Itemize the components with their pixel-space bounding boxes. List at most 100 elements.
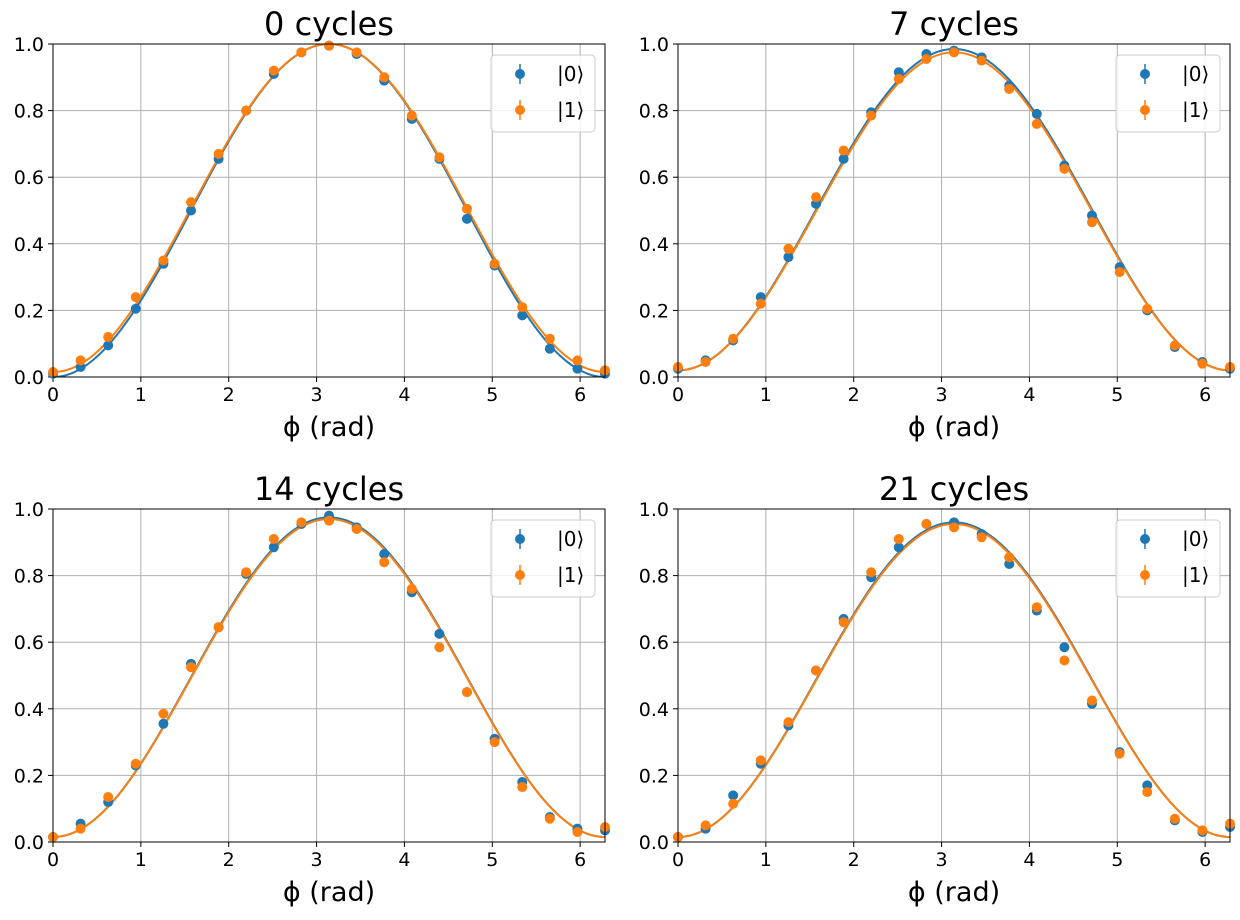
x-tick-label: 4 [1023,849,1035,871]
y-tick-label: 0.6 [14,167,44,189]
x-tick-label: 6 [574,849,586,871]
data-point [103,792,114,803]
data-point [893,73,904,84]
data-point [728,790,739,801]
data-point [700,357,711,368]
data-point [379,557,390,568]
data-point [434,642,445,653]
data-point [75,355,86,366]
data-point [1059,655,1070,666]
axes-frame [677,508,1231,843]
x-axis-label: ϕ (rad) [908,877,1000,908]
subplot-1: 0 1 2 3 4 5 6 0.0 0.2 0.4 0.6 0.8 1.0 0 cycles ϕ (rad)… [14,5,610,443]
data-point [324,40,335,51]
x-tick-label: 4 [398,384,410,406]
legend-marker [515,534,525,544]
y-tick-label: 0.6 [639,167,669,189]
x-tick-label: 6 [1199,384,1211,406]
x-tick-label: 2 [223,849,235,871]
x-tick-label: 0 [672,384,684,406]
axes-frame [677,43,1231,378]
data-point [572,355,583,366]
data-point [976,532,987,543]
x-tick-label: 3 [311,849,323,871]
data-point [103,340,114,351]
subplot-2: 0 1 2 3 4 5 6 0.0 0.2 0.4 0.6 0.8 1.0 7 cycles ϕ (rad)… [639,5,1235,443]
data-point [130,303,141,314]
data-point [324,515,335,526]
fit-curves [53,44,605,377]
data-point [268,65,279,76]
data-point [700,820,711,831]
data-point [811,192,822,203]
data-point [351,47,362,58]
data-point [866,567,877,578]
subplot-3: 0 1 2 3 4 5 6 0.0 0.2 0.4 0.6 0.8 1.0 14 cycles ϕ (rad… [14,470,610,908]
data-point [379,548,390,559]
data-point [268,542,279,553]
y-tick-label: 0.0 [639,367,669,389]
x-tick-label: 3 [311,384,323,406]
data-point [406,110,417,121]
data-point [1114,267,1125,278]
x-tick-label: 1 [760,384,772,406]
legend-label: |1⟩ [1182,563,1209,587]
data-point [461,687,472,698]
fit-line [53,44,605,377]
data-point [893,533,904,544]
x-tick-label: 5 [486,384,498,406]
data-point [783,243,794,254]
y-tick-label: 0.2 [639,300,669,322]
data-point [379,72,390,83]
x-axis-label: ϕ (rad) [283,877,375,908]
legend-label: |0⟩ [557,527,584,551]
legend-marker [1140,534,1150,544]
x-axis-label: ϕ (rad) [283,412,375,443]
data-point [1086,217,1097,228]
axes-frame [52,508,606,843]
data-point [783,252,794,263]
x-tick-label: 4 [1023,384,1035,406]
y-tick-label: 1.0 [639,34,669,56]
subplot-4: 0 1 2 3 4 5 6 0.0 0.2 0.4 0.6 0.8 1.0 21 cycles ϕ (rad… [639,470,1235,908]
data-point [1031,602,1042,613]
data-point [1197,825,1208,836]
data-point [921,518,932,529]
data-point [866,110,877,121]
x-tick-label: 6 [574,384,586,406]
data-point [434,152,445,163]
data-point [103,332,114,343]
data-point [517,310,528,321]
data-point [130,292,141,303]
data-point [1142,303,1153,314]
legend-label: |0⟩ [1182,527,1209,551]
data-point [755,755,766,766]
data-point [1086,695,1097,706]
y-tick-label: 1.0 [14,499,44,521]
x-tick-label: 2 [223,384,235,406]
data-point [1197,358,1208,369]
data-point [517,302,528,313]
data-point [838,145,849,156]
data-point [158,255,169,266]
x-tick-label: 0 [47,849,59,871]
data-point [213,148,224,159]
data-point [461,203,472,214]
data-point [783,717,794,728]
x-tick-label: 5 [1111,849,1123,871]
data-point [921,53,932,64]
x-axis-label: ϕ (rad) [908,412,1000,443]
x-tick-label: 4 [398,849,410,871]
legend-marker [515,570,525,580]
x-tick-label: 3 [936,849,948,871]
data-point [838,617,849,628]
legend-marker [1140,570,1150,580]
data-point [296,47,307,58]
data-point [1004,552,1015,563]
data-point [976,55,987,66]
data-point [130,758,141,769]
x-tick-label: 0 [47,384,59,406]
data-point [1059,163,1070,174]
data-point [949,47,960,58]
data-point [1169,340,1180,351]
